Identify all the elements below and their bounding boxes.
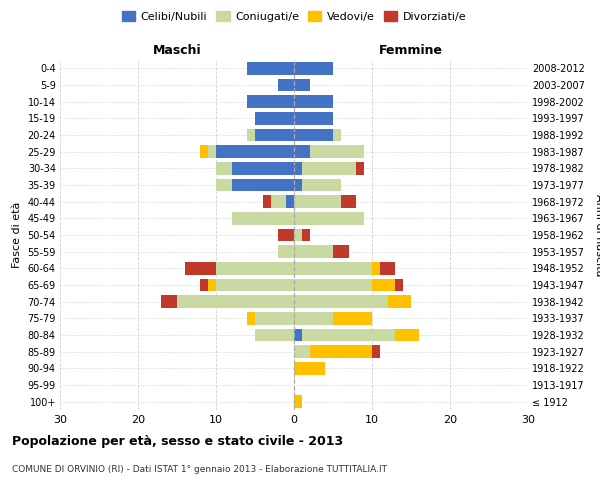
Bar [278, 229, 294, 241]
Bar [286, 196, 294, 208]
Bar [302, 229, 310, 241]
Bar [294, 212, 364, 224]
Bar [278, 79, 294, 92]
Bar [278, 246, 294, 258]
Bar [263, 196, 271, 208]
Bar [161, 296, 177, 308]
Bar [232, 212, 294, 224]
Bar [271, 196, 286, 208]
Y-axis label: Anni di nascita: Anni di nascita [595, 194, 600, 276]
Bar [294, 146, 310, 158]
Bar [372, 262, 380, 274]
Text: Femmine: Femmine [379, 44, 443, 57]
Bar [395, 329, 419, 341]
Bar [255, 329, 294, 341]
Bar [356, 162, 364, 174]
Bar [333, 246, 349, 258]
Text: Maschi: Maschi [152, 44, 202, 57]
Bar [302, 329, 395, 341]
Text: Popolazione per età, sesso e stato civile - 2013: Popolazione per età, sesso e stato civil… [12, 435, 343, 448]
Bar [294, 329, 302, 341]
Bar [185, 262, 216, 274]
Bar [294, 396, 302, 408]
Bar [208, 146, 216, 158]
Bar [294, 279, 372, 291]
Bar [294, 79, 310, 92]
Bar [294, 62, 333, 74]
Legend: Celibi/Nubili, Coniugati/e, Vedovi/e, Divorziati/e: Celibi/Nubili, Coniugati/e, Vedovi/e, Di… [118, 7, 470, 26]
Bar [247, 312, 255, 324]
Bar [294, 346, 310, 358]
Bar [216, 162, 232, 174]
Bar [294, 229, 302, 241]
Bar [200, 279, 208, 291]
Bar [247, 96, 294, 108]
Bar [294, 262, 372, 274]
Bar [380, 262, 395, 274]
Y-axis label: Fasce di età: Fasce di età [12, 202, 22, 268]
Bar [302, 162, 356, 174]
Bar [294, 362, 325, 374]
Bar [294, 112, 333, 124]
Bar [294, 96, 333, 108]
Bar [232, 179, 294, 192]
Bar [341, 196, 356, 208]
Bar [200, 146, 208, 158]
Bar [216, 279, 294, 291]
Bar [310, 346, 372, 358]
Bar [247, 62, 294, 74]
Bar [255, 312, 294, 324]
Bar [294, 179, 302, 192]
Bar [294, 129, 333, 141]
Bar [372, 279, 395, 291]
Bar [255, 112, 294, 124]
Bar [395, 279, 403, 291]
Bar [177, 296, 294, 308]
Bar [294, 296, 388, 308]
Bar [294, 246, 333, 258]
Bar [302, 179, 341, 192]
Bar [216, 146, 294, 158]
Bar [216, 179, 232, 192]
Bar [310, 146, 364, 158]
Bar [388, 296, 411, 308]
Bar [372, 346, 380, 358]
Bar [208, 279, 216, 291]
Text: COMUNE DI ORVINIO (RI) - Dati ISTAT 1° gennaio 2013 - Elaborazione TUTTITALIA.IT: COMUNE DI ORVINIO (RI) - Dati ISTAT 1° g… [12, 465, 387, 474]
Bar [294, 196, 341, 208]
Bar [294, 312, 333, 324]
Bar [333, 312, 372, 324]
Bar [255, 129, 294, 141]
Bar [216, 262, 294, 274]
Bar [247, 129, 255, 141]
Bar [333, 129, 341, 141]
Bar [294, 162, 302, 174]
Bar [232, 162, 294, 174]
